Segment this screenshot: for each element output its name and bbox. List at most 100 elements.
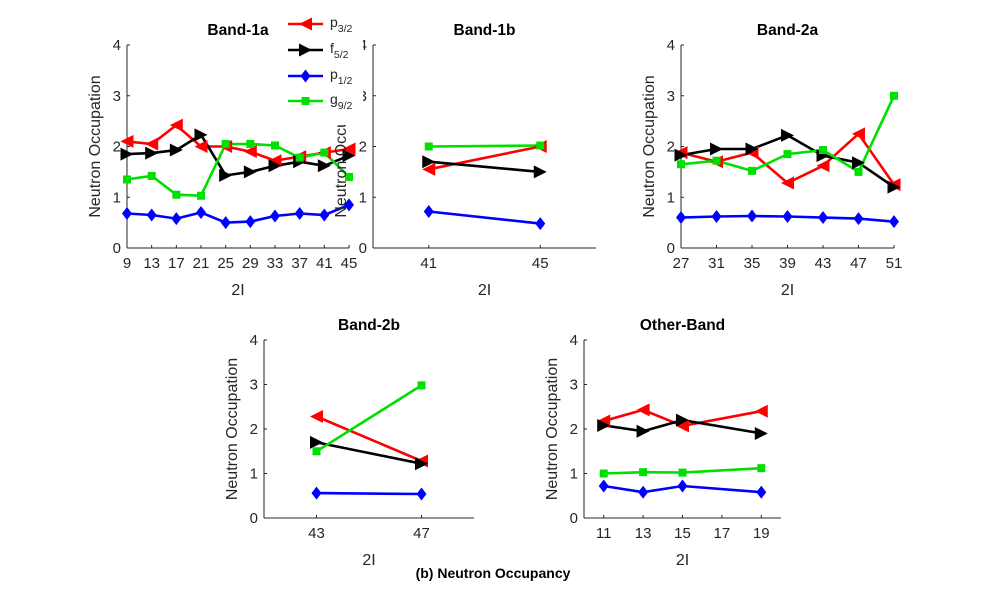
legend-marker: [301, 97, 310, 105]
chart-band-1a: 0 1 2 3 4 9 13 17 21 25 29 33 37 41 45 Band-1a 2I Neutron…: [87, 22, 357, 299]
data-point-p1-2: [638, 485, 649, 499]
data-point-f5-2: [887, 180, 901, 194]
legend-label-subscript: 5/2: [334, 49, 349, 61]
y-tick-label: 2: [667, 139, 675, 156]
data-point-p1-2: [677, 479, 688, 493]
x-tick-label: 19: [753, 525, 770, 542]
data-point-f5-2: [754, 426, 768, 440]
data-point-p1-2: [171, 212, 182, 226]
y-tick-label: 1: [570, 466, 578, 483]
data-point-f5-2: [745, 142, 759, 156]
y-tick-label: 2: [570, 421, 578, 438]
data-point-g9-2: [271, 141, 279, 150]
data-point-g9-2: [172, 190, 181, 199]
data-point-g9-2: [677, 160, 685, 169]
chart-title: Other-Band: [640, 317, 725, 334]
y-tick-label: 2: [250, 421, 258, 438]
data-point-f5-2: [674, 148, 688, 162]
y-tick-label: 3: [667, 88, 675, 105]
data-point-g9-2: [678, 468, 687, 477]
series-line-p3-2: [603, 408, 762, 428]
y-tick-label: 0: [667, 240, 675, 257]
y-tick-label: 4: [113, 37, 121, 54]
x-tick-label: 33: [267, 255, 284, 272]
x-tick-label: 9: [123, 255, 131, 272]
series-line-p1-2: [126, 203, 350, 224]
data-point-p1-2: [311, 486, 322, 500]
data-point-p3-2: [268, 154, 282, 168]
data-point-g9-2: [320, 148, 329, 157]
data-point-g9-2: [147, 171, 156, 180]
data-point-g9-2: [424, 142, 433, 151]
x-tick-label: 17: [168, 255, 185, 272]
data-point-f5-2: [781, 128, 794, 142]
y-tick-label: 1: [113, 189, 121, 206]
data-point-p1-2: [294, 206, 305, 220]
data-point-g9-2: [748, 166, 756, 175]
data-point-g9-2: [757, 464, 766, 473]
series-line-f5-2: [428, 160, 541, 174]
data-point-p3-2: [676, 419, 689, 433]
data-point-p3-2: [194, 140, 208, 153]
y-axis-label: Neutron Occupation: [641, 75, 658, 217]
data-point-g9-2: [854, 167, 863, 176]
x-axis-label: 2I: [231, 282, 244, 299]
y-tick-label: 3: [113, 88, 121, 105]
y-axis-label: Neutron Occupation: [224, 358, 241, 500]
x-tick-label: 37: [291, 255, 308, 272]
data-point-g9-2: [295, 153, 304, 162]
y-tick-label: 1: [250, 466, 258, 483]
x-tick-label: 29: [242, 255, 259, 272]
data-point-p3-2: [310, 410, 323, 424]
x-tick-label: 15: [674, 525, 691, 542]
legend-box: [283, 13, 363, 125]
x-tick-label: 31: [708, 255, 725, 272]
data-point-f5-2: [317, 159, 331, 173]
data-point-p1-2: [220, 216, 231, 230]
y-axis-label: Neutron Occupation: [87, 75, 104, 217]
data-point-p1-2: [423, 204, 434, 218]
y-axis-label: Neutron Occupation: [544, 358, 561, 500]
data-point-f5-2: [342, 149, 356, 163]
y-tick-label: 2: [113, 139, 121, 156]
legend-label-base: g: [330, 91, 338, 107]
legend-label: f5/2: [330, 40, 349, 61]
data-point-p1-2: [711, 210, 722, 224]
data-point-p1-2: [122, 206, 132, 220]
legend-marker: [299, 17, 312, 31]
data-point-g9-2: [712, 156, 721, 165]
data-point-p1-2: [319, 208, 330, 222]
legend-entry-p1-2: p1/2: [288, 66, 353, 87]
data-point-f5-2: [268, 159, 282, 173]
data-point-p1-2: [270, 209, 280, 223]
data-point-p3-2: [342, 142, 356, 156]
x-tick-label: 13: [143, 255, 160, 272]
data-point-f5-2: [710, 142, 723, 156]
chart-title: Band-1a: [207, 22, 269, 39]
y-tick-label: 4: [570, 332, 578, 349]
x-tick-label: 41: [420, 255, 437, 272]
legend-label: g9/2: [330, 91, 353, 112]
series-line-g9-2: [315, 384, 423, 453]
data-point-g9-2: [599, 469, 608, 478]
data-point-f5-2: [636, 424, 650, 438]
legend-label-subscript: 1/2: [338, 75, 353, 87]
x-tick-label: 45: [532, 255, 549, 272]
data-point-p3-2: [754, 404, 768, 418]
data-point-g9-2: [246, 139, 255, 148]
figure-caption: (b) Neutron Occupancy: [415, 565, 571, 581]
chart-title: Band-1b: [454, 22, 516, 39]
x-tick-label: 43: [308, 525, 325, 542]
data-point-p1-2: [889, 215, 899, 229]
legend-label: p1/2: [330, 66, 353, 87]
data-point-g9-2: [783, 150, 792, 159]
data-point-p3-2: [852, 127, 865, 141]
data-point-g9-2: [417, 381, 426, 390]
legend: p3/2f5/2p1/2g9/2: [283, 13, 363, 125]
legend-label-base: f: [330, 40, 334, 56]
data-point-p3-2: [145, 137, 159, 151]
y-tick-label: 0: [113, 240, 121, 257]
chart-title: Band-2a: [757, 22, 819, 39]
data-point-f5-2: [852, 156, 865, 170]
